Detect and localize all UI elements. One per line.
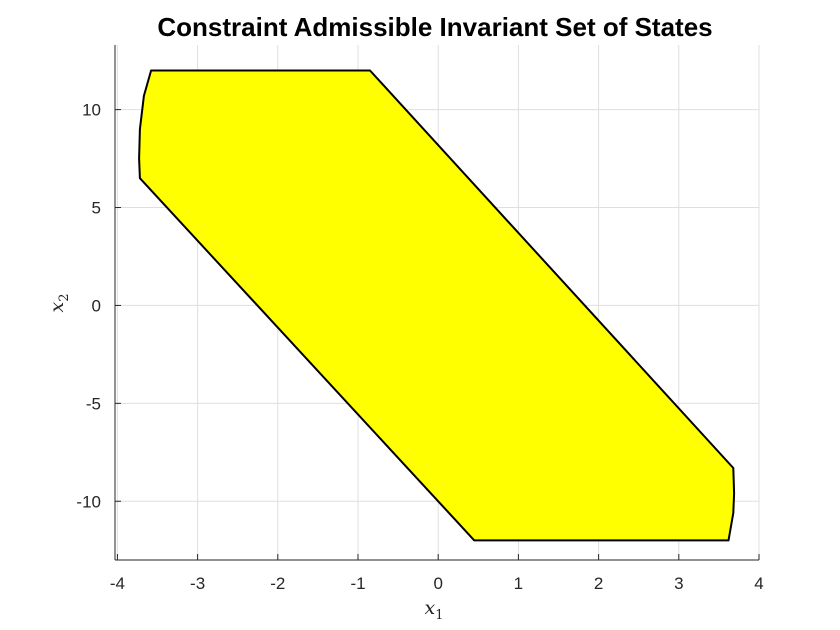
y-tick-label: -10 — [76, 492, 101, 511]
x-tick-label: 1 — [514, 574, 523, 593]
x-axis-label: x1 — [425, 597, 444, 623]
x-tick-label: -2 — [270, 574, 285, 593]
y-tick-label: 0 — [92, 296, 101, 315]
axis-layer — [114, 45, 759, 561]
x-tick-label: 0 — [433, 574, 442, 593]
data-layer — [138, 69, 736, 542]
x-tick-label: 2 — [594, 574, 603, 593]
x-tick-label: 4 — [754, 574, 763, 593]
x-tick-label: -4 — [110, 574, 125, 593]
chart-title: Constraint Admissible Invariant Set of S… — [157, 12, 712, 42]
x-tick-label: -1 — [350, 574, 365, 593]
y-tick-label: 10 — [82, 101, 101, 120]
x-tick-label: 3 — [674, 574, 683, 593]
invariant-set-polygon — [138, 69, 736, 542]
y-axis-label: x2 — [46, 294, 72, 313]
y-tick-label: -5 — [86, 394, 101, 413]
y-tick-label: 5 — [92, 199, 101, 218]
x-tick-label: -3 — [190, 574, 205, 593]
